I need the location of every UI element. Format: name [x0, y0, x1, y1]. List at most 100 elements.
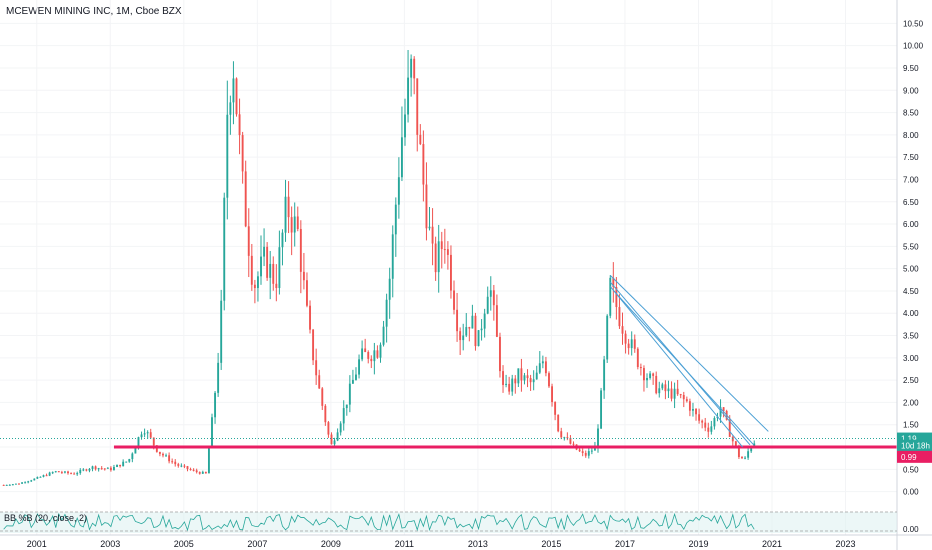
candle-body: [468, 327, 471, 329]
candle-body: [250, 255, 253, 285]
y-tick-label: 8.00: [903, 131, 919, 140]
candle-body: [422, 144, 425, 185]
candle-body: [235, 78, 238, 115]
candle-body: [36, 477, 39, 479]
candle-body: [373, 350, 376, 362]
candle-body: [345, 404, 348, 409]
candle-body: [453, 290, 455, 310]
candle-body: [391, 234, 394, 279]
candle-body: [465, 327, 468, 336]
y-tick-label: 4.50: [903, 287, 919, 296]
trendline: [613, 290, 754, 446]
candle-body: [315, 360, 318, 376]
x-tick-label: 2005: [174, 539, 194, 549]
candle-body: [186, 466, 189, 470]
candle-body: [30, 480, 33, 482]
y-tick-label: 5.00: [903, 265, 919, 274]
candle-body: [79, 470, 82, 474]
candle-body: [747, 451, 750, 458]
y-tick-label: 2.00: [903, 398, 919, 407]
candle-body: [652, 373, 655, 376]
candle-body: [551, 386, 553, 403]
candle-body: [413, 58, 416, 79]
candle-body: [351, 379, 354, 384]
candle-body: [688, 401, 691, 411]
candle-body: [76, 473, 79, 475]
candle-body: [278, 247, 281, 289]
candle-body: [597, 428, 599, 447]
candle-body: [710, 426, 713, 432]
candle-body: [719, 407, 722, 417]
indicator-line: [3, 512, 755, 532]
candle-body: [201, 471, 204, 474]
candle-body: [180, 465, 183, 467]
candle-body: [290, 217, 293, 233]
candle-body: [21, 482, 24, 484]
candle-body: [116, 464, 118, 468]
y-tick-label: 2.50: [903, 376, 919, 385]
candle-body: [247, 226, 250, 256]
candle-body: [649, 373, 652, 379]
candle-body: [590, 450, 593, 452]
candle-body: [474, 315, 477, 347]
candle-body: [630, 339, 633, 349]
candle-body: [425, 184, 428, 229]
candle-body: [119, 464, 122, 467]
candle-body: [48, 472, 51, 476]
candle-body: [397, 177, 400, 205]
candle-body: [232, 78, 235, 103]
y-tick-label: 5.50: [903, 242, 919, 251]
candle-body: [704, 422, 707, 428]
candle-body: [676, 388, 679, 395]
candle-body: [174, 461, 177, 465]
candle-body: [11, 484, 14, 486]
candle-body: [134, 447, 137, 454]
candle-body: [39, 476, 42, 478]
candle-body: [587, 451, 590, 456]
indicator-pane: BB %B (20, close, 2) 0.00: [0, 511, 919, 534]
candle-body: [336, 432, 339, 441]
price-badge: [897, 450, 932, 463]
candle-body: [106, 467, 109, 469]
candle-body: [42, 475, 45, 477]
candle-body: [33, 478, 36, 481]
candle-body: [517, 368, 520, 384]
candle-body: [584, 452, 587, 456]
candle-body: [152, 437, 155, 446]
candle-body: [636, 348, 639, 367]
candle-body: [741, 456, 743, 459]
candle-body: [293, 216, 296, 233]
candle-body: [238, 114, 241, 136]
candle-body: [679, 394, 682, 396]
candle-body: [505, 383, 508, 385]
candle-body: [523, 375, 526, 381]
candle-body: [189, 469, 192, 471]
candle-body: [122, 461, 125, 467]
candle-body: [382, 326, 385, 345]
candle-body: [113, 467, 115, 471]
candle-body: [70, 473, 73, 475]
candle-body: [256, 276, 259, 289]
candle-body: [655, 375, 658, 394]
candle-body: [658, 388, 661, 394]
candle-body: [541, 361, 544, 364]
candle-body: [82, 469, 85, 471]
candle-body: [581, 451, 584, 453]
candle-body: [287, 196, 290, 218]
candle-body: [348, 383, 351, 405]
candle-body: [91, 466, 94, 469]
candle-body: [624, 333, 627, 344]
candle-body: [94, 466, 97, 470]
candle-body: [698, 414, 701, 421]
candle-body: [744, 457, 746, 459]
candle-body: [309, 305, 311, 330]
y-tick-label: 3.50: [903, 332, 919, 341]
candle-body: [557, 414, 560, 432]
candle-body: [158, 451, 161, 454]
candle-body: [520, 368, 523, 381]
y-tick-label: 3.00: [903, 354, 919, 363]
candle-body: [502, 371, 504, 385]
candle-body: [131, 453, 134, 460]
y-tick-label: 7.00: [903, 175, 919, 184]
